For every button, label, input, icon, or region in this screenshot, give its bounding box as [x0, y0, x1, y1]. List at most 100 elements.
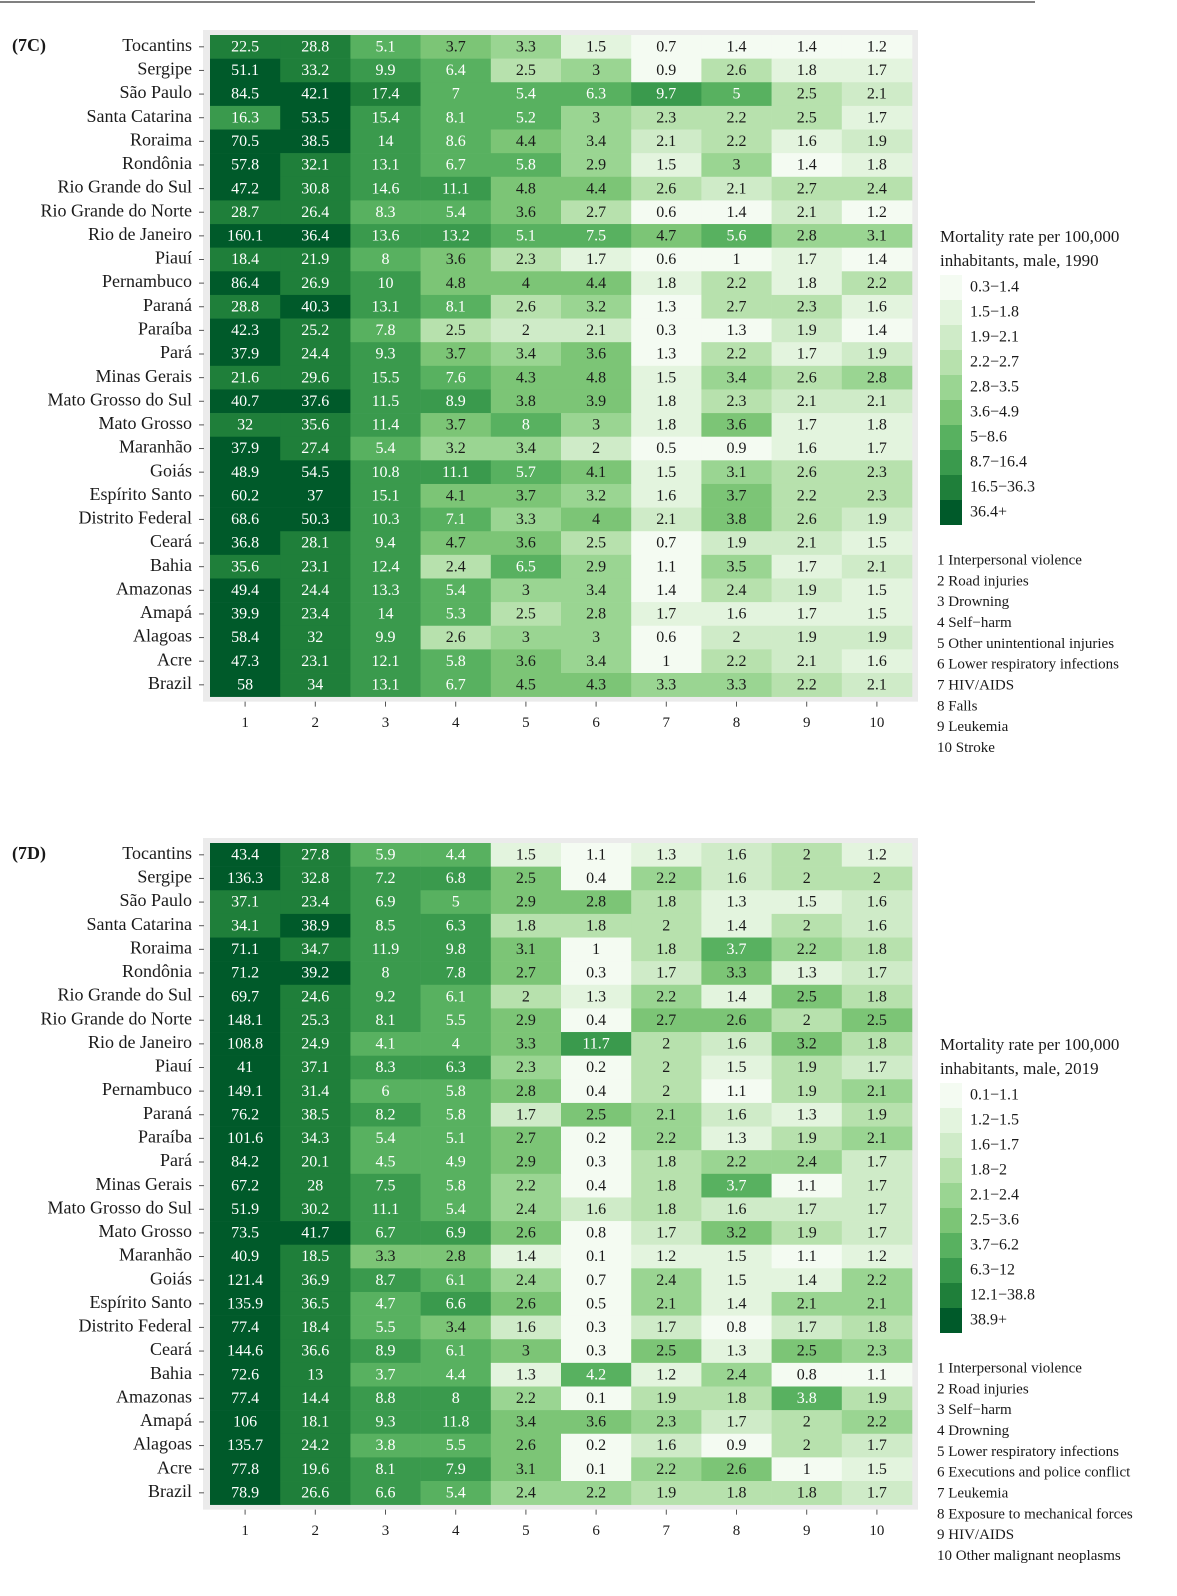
heatmap-cell — [771, 483, 843, 508]
cell-value: 14 — [378, 606, 394, 623]
heatmap-cell — [701, 105, 772, 130]
cell-value: 28 — [307, 1177, 323, 1194]
cell-value: 21.6 — [231, 369, 259, 386]
cell-value: 0.9 — [727, 440, 747, 457]
heatmap-cell — [280, 342, 351, 367]
heatmap-cell — [771, 1410, 843, 1435]
row-label: Piauí — [155, 1056, 192, 1076]
heatmap-cell — [561, 176, 632, 201]
cell-value: 0.2 — [586, 1059, 606, 1076]
heatmap-cell — [561, 1008, 632, 1033]
heatmap-cell — [350, 483, 421, 508]
heatmap-cell — [420, 649, 492, 674]
cell-value: 1.8 — [797, 275, 817, 292]
cell-value: 3.7 — [446, 38, 466, 55]
cause-label: 9 Leukemia — [937, 719, 1009, 735]
row-label: Roraima — [130, 937, 192, 957]
heatmap-cell — [771, 1150, 843, 1175]
cell-value: 26.4 — [301, 204, 329, 221]
cell-value: 1.2 — [867, 38, 887, 55]
heatmap-cell — [210, 105, 281, 130]
cell-value: 34.3 — [301, 1130, 329, 1147]
cell-value: 36.5 — [301, 1295, 329, 1312]
cell-value: 1.1 — [727, 1083, 747, 1100]
heatmap-cell — [841, 578, 913, 603]
column-label: 7 — [663, 715, 671, 731]
cell-value: 9.9 — [376, 62, 396, 79]
cell-value: 1.9 — [797, 1225, 817, 1242]
row-label: Alagoas — [133, 1434, 192, 1454]
cell-value: 1.8 — [867, 1319, 887, 1336]
heatmap-cell — [280, 224, 351, 248]
heatmap-cell — [280, 1150, 351, 1175]
heatmap-cell — [490, 1102, 562, 1127]
cell-value: 3.4 — [586, 582, 606, 599]
heatmap-cell — [701, 913, 772, 938]
cell-value: 3.8 — [516, 393, 536, 410]
heatmap-cell — [771, 649, 843, 674]
cell-value: 2.3 — [867, 487, 887, 504]
heatmap-cell — [771, 35, 843, 59]
row-label: Piauí — [155, 248, 192, 268]
heatmap-cell — [280, 105, 351, 130]
heatmap-cell — [490, 1481, 562, 1505]
heatmap-cell — [420, 318, 492, 343]
cell-value: 0.9 — [727, 1437, 747, 1454]
heatmap-cell — [701, 961, 772, 986]
heatmap-cell — [350, 1410, 421, 1435]
cell-value: 1.9 — [867, 346, 887, 363]
heatmap-cell — [350, 625, 421, 650]
legend-swatch — [940, 300, 962, 325]
legend-swatch — [940, 1233, 962, 1258]
heatmap-cell — [561, 1173, 632, 1198]
heatmap-cell — [561, 1433, 632, 1458]
heatmap-cell — [490, 1055, 562, 1080]
heatmap-cell — [841, 436, 913, 461]
cell-value: 2.4 — [727, 1366, 747, 1383]
cell-value: 5.8 — [446, 1083, 466, 1100]
cell-value: 1.8 — [656, 275, 676, 292]
legend-swatch — [940, 1108, 962, 1133]
heatmap-cell — [701, 1008, 772, 1033]
cell-value: 4.4 — [586, 180, 606, 197]
cell-value: 2.1 — [867, 1130, 887, 1147]
cell-value: 27.4 — [301, 440, 329, 457]
cell-value: 11.5 — [372, 393, 399, 410]
heatmap-cell — [210, 342, 281, 367]
cell-value: 6.3 — [446, 917, 466, 934]
cell-value: 25.3 — [301, 1012, 329, 1029]
cell-value: 0.3 — [586, 1154, 606, 1171]
cell-value: 1.5 — [656, 369, 676, 386]
cell-value: 36.6 — [301, 1343, 329, 1360]
heatmap-cell — [490, 1173, 562, 1198]
legend-label: 36.4+ — [970, 504, 1007, 521]
heatmap-cell — [420, 129, 492, 154]
heatmap-cell — [631, 1221, 702, 1246]
cell-value: 2.3 — [867, 1343, 887, 1360]
heatmap-cell — [490, 342, 562, 367]
heatmap-cell — [561, 365, 632, 390]
row-label: Sergipe — [137, 867, 192, 887]
heatmap-cell — [420, 1150, 492, 1175]
legend-label: 1.6−1.7 — [970, 1137, 1019, 1154]
heatmap-cell — [841, 1197, 913, 1222]
heatmap-cell — [841, 554, 913, 579]
heatmap-cell — [631, 342, 702, 367]
heatmap-cell — [350, 843, 421, 867]
heatmap-cell — [631, 866, 702, 891]
heatmap-cell — [841, 483, 913, 508]
cell-value: 1.8 — [867, 941, 887, 958]
heatmap-cell — [631, 460, 702, 485]
cell-value: 4.4 — [446, 846, 466, 863]
legend-label: 1.2−1.5 — [970, 1112, 1019, 1129]
heatmap-cell — [350, 673, 421, 697]
heatmap-cell — [631, 1126, 702, 1151]
heatmap-cell — [631, 153, 702, 178]
cell-value: 1.7 — [867, 1225, 887, 1242]
heatmap-cell — [561, 1102, 632, 1127]
heatmap-cell — [350, 200, 421, 225]
column-label: 1 — [241, 1523, 249, 1539]
heatmap-cell — [771, 365, 843, 390]
heatmap-cell — [841, 1079, 913, 1104]
row-label: Maranhão — [119, 437, 192, 457]
